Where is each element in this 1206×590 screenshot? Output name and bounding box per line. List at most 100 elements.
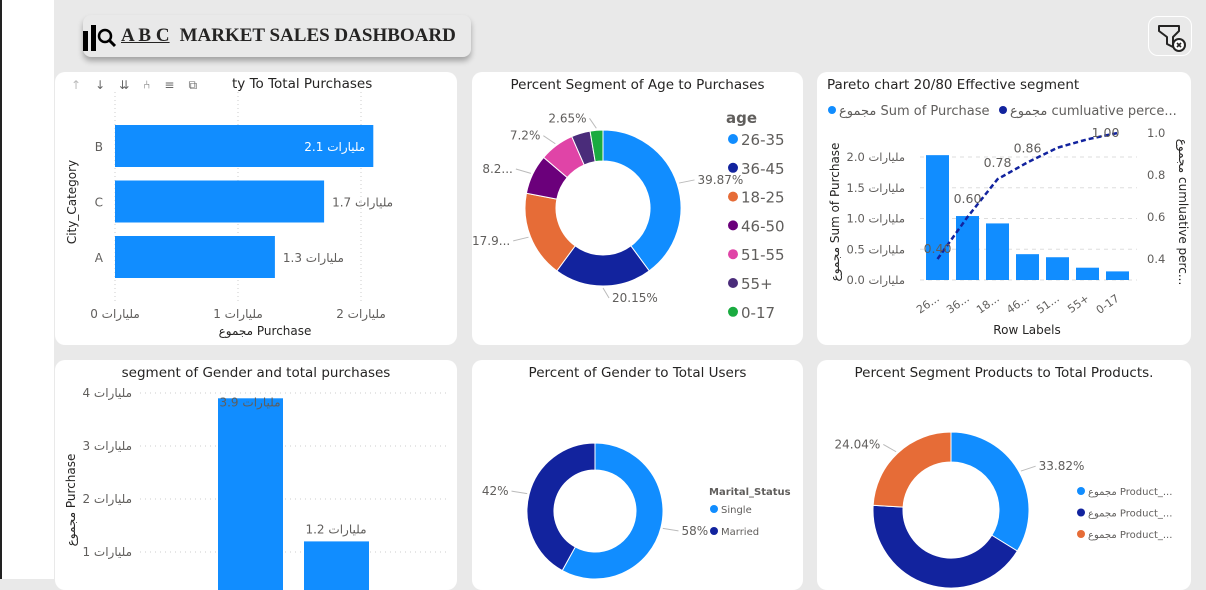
donut-slice	[872, 431, 952, 508]
donut-slice	[872, 504, 1019, 589]
focus-mode-icon[interactable]: ⧉	[188, 78, 198, 92]
donut-slice	[950, 431, 1030, 552]
data-label: 1.00	[1092, 125, 1120, 140]
legend-marker	[1077, 508, 1085, 517]
legend-item: 26-35	[741, 131, 785, 149]
products-donut-chart: 33.82% 24.04% مجموع Product_... مجموع Produ…	[835, 431, 1172, 589]
bar	[1046, 257, 1069, 280]
bar	[956, 216, 979, 280]
y-axis-title: مجموع Sum of Purchase	[828, 143, 843, 282]
analytics-logo-icon	[83, 25, 117, 51]
products-donut-card: Percent Segment Products to Total Produc…	[817, 360, 1191, 590]
legend-item: Single	[721, 505, 752, 516]
age-donut-card: Percent Segment of Age to Purchases 39.8…	[472, 72, 803, 345]
x-tick-label: 18...	[974, 292, 1002, 317]
arrow-up-icon[interactable]: ↑	[71, 78, 82, 92]
filter-icon[interactable]: ≡	[164, 78, 175, 92]
bar	[1076, 267, 1099, 280]
pareto-card: Pareto chart 20/80 Effective segment مجم…	[817, 72, 1191, 345]
gender-purchases-card: segment of Gender and total purchases مل…	[55, 360, 457, 590]
leader-line	[515, 168, 532, 174]
y-tick-label: مليارات 1	[82, 545, 132, 560]
x-tick-label: 55+	[1065, 292, 1091, 316]
y-tick-label: مليارات 4	[82, 386, 132, 401]
bar	[115, 125, 374, 167]
double-arrow-down-icon[interactable]: ⇊	[119, 78, 130, 92]
x-axis-title: Row Labels	[993, 323, 1060, 337]
data-label: 58%	[681, 524, 708, 538]
data-label: 8.2...	[482, 162, 513, 176]
dashboard-title-banner: A B C MARKET SALES DASHBOARD	[83, 15, 471, 57]
x-tick-label: مليارات 1	[213, 307, 263, 322]
legend-marker	[1077, 530, 1085, 538]
city-purchases-card: ↑ ↓ ⇊ ⑃ ≡ ⧉ ty To Total Purchases مليارا…	[55, 72, 457, 345]
x-tick-label: مليارات 0	[90, 307, 140, 322]
legend-marker	[1077, 487, 1085, 495]
y-tick-label: A	[95, 251, 104, 265]
chart-title: Percent Segment of Age to Purchases	[510, 77, 765, 93]
leader-line	[678, 179, 695, 184]
y-tick-label: مليارات 3	[82, 439, 132, 454]
y-axis-title: City_Category	[65, 160, 79, 244]
data-label: 33.82%	[1039, 459, 1085, 473]
x-tick-label: 26...	[914, 292, 942, 317]
marital-donut-card: Percent of Gender to Total Users 58% 42% M…	[472, 360, 803, 590]
chart-title: Pareto chart 20/80 Effective segment	[827, 77, 1080, 93]
filter-clear-icon	[1158, 25, 1186, 52]
cumulative-line	[936, 131, 1118, 260]
legend-marker	[728, 249, 738, 260]
y-axis-title: مجموع Purchase	[64, 454, 79, 547]
chart-title: ty To Total Purchases	[232, 76, 373, 92]
page-title: MARKET SALES DASHBOARD	[179, 25, 456, 46]
bar	[986, 223, 1009, 280]
expand-hierarchy-icon[interactable]: ⑃	[143, 78, 151, 92]
y-right-tick-label: 0.8	[1147, 168, 1165, 182]
legend-item: مجموع cumluative perce...	[1010, 104, 1177, 119]
age-donut-chart: 39.87% 20.15% 17.9... 8.2... 7.2% 2.65% age 26-…	[472, 109, 785, 322]
bar	[115, 180, 325, 223]
legend-marker	[728, 162, 738, 173]
y-tick-label: مليارات 2.0	[847, 150, 905, 165]
legend-item: مجموع Sum of Purchase	[839, 104, 989, 119]
legend-marker	[710, 505, 718, 513]
chart-title: Percent Segment Products to Total Produc…	[854, 365, 1154, 381]
x-tick-label: مليارات 2	[336, 307, 386, 322]
data-label: مليارات 1.2	[305, 522, 366, 537]
data-label: 2.65%	[548, 111, 586, 125]
bar	[218, 398, 283, 590]
bar	[926, 155, 949, 280]
leader-line	[1020, 465, 1036, 472]
x-tick-label: 46...	[1004, 292, 1032, 317]
data-label: مليارات 1.7	[332, 196, 393, 211]
leader-line	[513, 236, 529, 242]
donut-slice	[526, 442, 596, 572]
legend-marker	[710, 527, 718, 535]
bar	[304, 541, 369, 590]
legend-marker	[999, 106, 1007, 114]
y-right-tick-label: 0.4	[1147, 252, 1165, 266]
y-tick-label: B	[95, 140, 103, 154]
y-tick-label: C	[95, 196, 103, 210]
logo-text: A B C	[121, 25, 170, 46]
legend-item: مجموع Product_...	[1088, 530, 1172, 541]
arrow-down-icon[interactable]: ↓	[95, 78, 106, 92]
legend-marker	[728, 306, 738, 317]
legend-item: 0-17	[741, 304, 775, 322]
leader-line	[589, 118, 597, 129]
clear-filters-button[interactable]	[1148, 16, 1192, 56]
donut-slice	[589, 129, 604, 163]
donut-slice	[561, 442, 664, 580]
legend-item: 55+	[741, 275, 773, 293]
chart-title: Percent of Gender to Total Users	[528, 365, 747, 381]
data-label: مليارات 2.1	[304, 140, 365, 155]
y-right-tick-label: 0.6	[1147, 210, 1165, 224]
y-tick-label: مليارات 2	[82, 492, 132, 507]
legend-item: Married	[721, 527, 759, 538]
legend-item: مجموع Product_...	[1088, 487, 1172, 498]
legend-marker	[728, 278, 738, 288]
leader-line	[602, 287, 610, 299]
leader-line	[511, 490, 528, 495]
data-label: مليارات 3.9	[219, 395, 280, 410]
data-label: 0.78	[984, 155, 1012, 170]
legend-marker	[828, 106, 836, 114]
